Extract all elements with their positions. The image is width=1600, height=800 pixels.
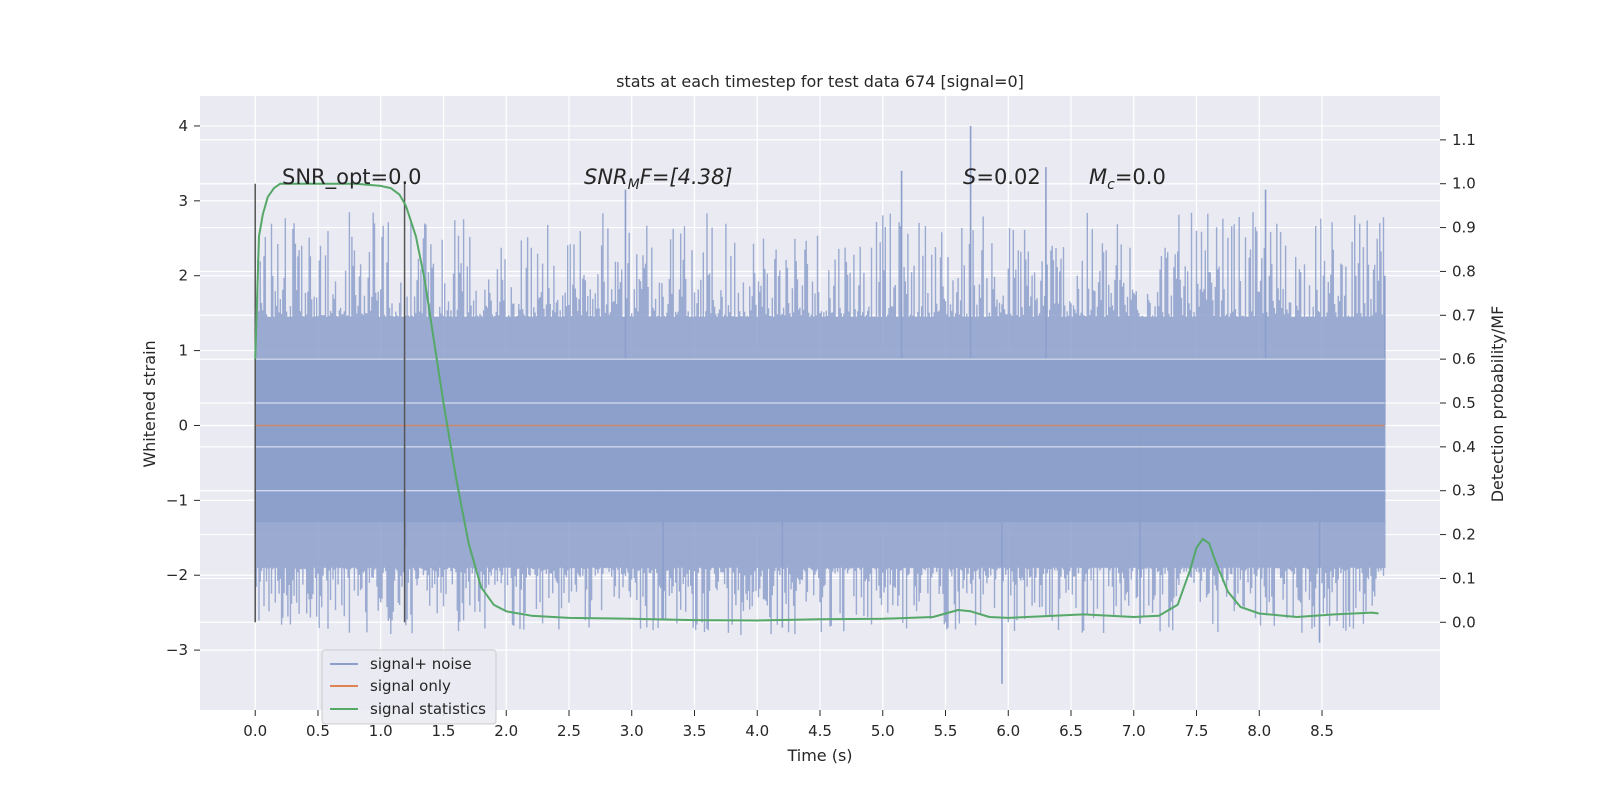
x-axis-ticks: 0.0 0.5 1.0 1.5 2.0 2.5 3.0 3.5 4.0 4.5 5.0 5.5 6.0 6… <box>243 710 1334 740</box>
x-tick-label: 8.5 <box>1310 722 1334 740</box>
x-tick-label: 6.0 <box>996 722 1020 740</box>
legend-box <box>321 649 497 725</box>
x-tick-label: 8.0 <box>1247 722 1271 740</box>
signal-statistics-series <box>254 182 1379 622</box>
x-tick-label: 2.0 <box>494 722 518 740</box>
annotation-s-var: S <box>963 165 976 189</box>
y-right-tick-label: 0.5 <box>1452 394 1476 412</box>
y-right-tick-label: 1.0 <box>1452 175 1476 193</box>
annotation-mc-value: =0.0 <box>1115 165 1166 189</box>
x-tick-label: 1.0 <box>369 722 393 740</box>
y-left-tick-label: 0 <box>178 416 188 434</box>
y-left-tick-label: 2 <box>178 267 188 285</box>
y-right-tick-label: 0.6 <box>1452 350 1476 368</box>
y-right-tick-label: 0.2 <box>1452 526 1476 544</box>
x-tick-label: 5.5 <box>934 722 958 740</box>
legend-label-signal-noise: signal+ noise <box>370 655 472 673</box>
y-left-tick-label: −3 <box>166 641 188 659</box>
y-left-axis-label: Whitened strain <box>140 340 159 467</box>
legend: signal+ noise signal only signal statist… <box>321 649 497 725</box>
x-tick-label: 4.0 <box>745 722 769 740</box>
annotation-mc-var: M <box>1089 165 1107 189</box>
x-tick-label: 2.5 <box>557 722 581 740</box>
signal-noise-series <box>254 125 1386 684</box>
signal-statistics-line <box>254 182 1379 622</box>
signal-noise-core <box>255 358 1385 523</box>
annotation-mc-sub: c <box>1107 177 1115 193</box>
x-tick-label: 0.5 <box>306 722 330 740</box>
annotation-mc: Mc=0.0 <box>1089 165 1166 193</box>
y-right-tick-label: 0.4 <box>1452 438 1476 456</box>
y-left-axis-ticks: 4 3 2 1 0 −1 −2 −3 <box>166 117 200 659</box>
legend-label-signal-statistics: signal statistics <box>370 700 486 718</box>
y-right-axis-label: Detection probability/MF <box>1488 306 1507 503</box>
y-left-tick-label: −1 <box>166 491 188 509</box>
x-tick-label: 6.5 <box>1059 722 1083 740</box>
x-tick-label: 0.0 <box>243 722 267 740</box>
annotation-s-value: =0.02 <box>976 165 1040 189</box>
legend-label-signal-only: signal only <box>370 677 451 695</box>
vertical-markers <box>254 183 406 623</box>
y-right-tick-label: 0.9 <box>1452 219 1476 237</box>
annotation-snr-mf-sub: M <box>628 177 640 193</box>
y-right-tick-label: 0.0 <box>1452 613 1476 631</box>
y-right-tick-label: 1.1 <box>1452 131 1476 149</box>
x-tick-label: 7.5 <box>1185 722 1209 740</box>
y-right-tick-label: 0.1 <box>1452 569 1476 587</box>
y-left-tick-label: 3 <box>178 192 188 210</box>
x-tick-label: 7.0 <box>1122 722 1146 740</box>
y-right-tick-label: 0.7 <box>1452 306 1476 324</box>
chart-title: stats at each timestep for test data 674… <box>616 72 1024 91</box>
y-left-tick-label: 4 <box>178 117 188 135</box>
annotation-snr-opt: SNR_opt=0.0 <box>282 165 422 190</box>
y-right-axis-ticks: 1.1 1.0 0.9 0.8 0.7 0.6 0.5 0.4 0.3 0.2 0.1 0.0 <box>1440 131 1476 631</box>
annotation-snr-mf-base: SNR <box>584 165 628 189</box>
annotation-snr-mf-rest: F=[4.38] <box>640 165 733 189</box>
annotation-snr-mf: SNRMF=[4.38] <box>584 165 733 193</box>
x-tick-label: 3.0 <box>620 722 644 740</box>
x-axis-label: Time (s) <box>786 746 852 765</box>
y-right-tick-label: 0.8 <box>1452 262 1476 280</box>
x-tick-label: 5.0 <box>871 722 895 740</box>
y-right-tick-label: 0.3 <box>1452 482 1476 500</box>
x-tick-label: 4.5 <box>808 722 832 740</box>
y-left-tick-label: 1 <box>178 342 188 360</box>
x-tick-label: 1.5 <box>432 722 456 740</box>
annotation-s: S=0.02 <box>963 165 1041 189</box>
y-left-tick-label: −2 <box>166 566 188 584</box>
x-tick-label: 3.5 <box>683 722 707 740</box>
